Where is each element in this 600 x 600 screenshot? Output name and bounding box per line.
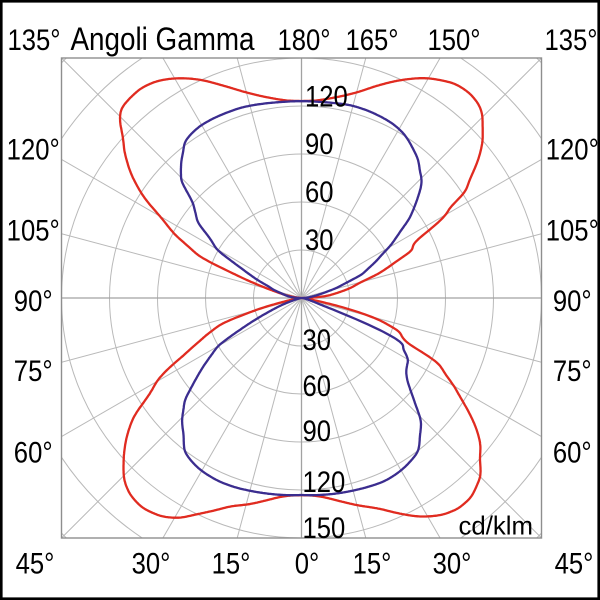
svg-text:120: 120 bbox=[303, 465, 346, 498]
svg-text:90: 90 bbox=[303, 414, 332, 447]
svg-text:165°: 165° bbox=[345, 23, 398, 56]
svg-text:60°: 60° bbox=[14, 436, 53, 469]
svg-text:120°: 120° bbox=[7, 133, 60, 166]
svg-text:150: 150 bbox=[303, 511, 346, 544]
svg-text:135°: 135° bbox=[544, 23, 597, 56]
svg-text:cd/klm: cd/klm bbox=[459, 513, 534, 541]
svg-text:30: 30 bbox=[303, 323, 332, 356]
svg-text:150°: 150° bbox=[427, 23, 480, 56]
svg-text:45°: 45° bbox=[16, 547, 55, 580]
svg-text:30°: 30° bbox=[433, 547, 472, 580]
svg-text:45°: 45° bbox=[555, 547, 594, 580]
svg-text:60: 60 bbox=[305, 175, 334, 208]
svg-text:75°: 75° bbox=[14, 355, 53, 388]
svg-text:60°: 60° bbox=[553, 436, 592, 469]
svg-text:30°: 30° bbox=[132, 547, 171, 580]
svg-text:105°: 105° bbox=[546, 214, 599, 247]
svg-text:60: 60 bbox=[303, 369, 332, 402]
svg-text:15°: 15° bbox=[212, 547, 251, 580]
svg-text:105°: 105° bbox=[7, 214, 60, 247]
svg-text:135°: 135° bbox=[7, 23, 60, 56]
svg-text:Angoli Gamma: Angoli Gamma bbox=[70, 22, 254, 57]
svg-text:75°: 75° bbox=[553, 355, 592, 388]
svg-text:120: 120 bbox=[305, 80, 348, 113]
svg-text:30: 30 bbox=[305, 223, 334, 256]
svg-text:90°: 90° bbox=[553, 284, 592, 317]
svg-text:15°: 15° bbox=[353, 547, 392, 580]
svg-text:120°: 120° bbox=[546, 133, 599, 166]
svg-text:90: 90 bbox=[305, 127, 334, 160]
svg-text:90°: 90° bbox=[14, 284, 53, 317]
svg-text:180°: 180° bbox=[277, 23, 330, 56]
svg-text:0°: 0° bbox=[295, 547, 320, 580]
